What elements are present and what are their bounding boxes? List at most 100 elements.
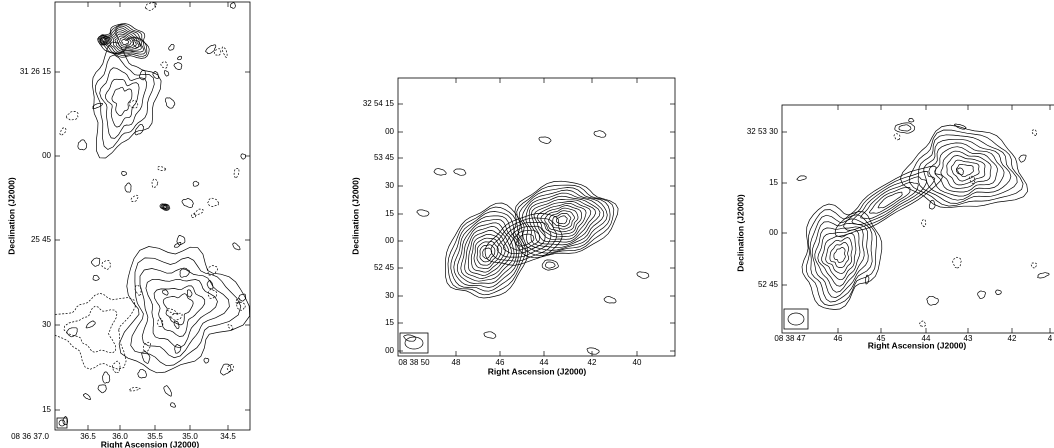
- contour: [927, 296, 939, 305]
- contour: [93, 275, 99, 280]
- contour: [895, 123, 915, 133]
- y-tick-label: 00: [769, 228, 778, 237]
- y-tick-label: 30: [42, 320, 51, 329]
- contour: [194, 209, 203, 215]
- x-axis-title: Right Ascension (J2000): [488, 366, 587, 376]
- contour: [122, 39, 129, 44]
- x-tick-label: 36.5: [80, 432, 96, 441]
- x-axis-title: Right Ascension (J2000): [868, 340, 967, 350]
- contour: [64, 306, 117, 353]
- contour-map: [797, 118, 1049, 326]
- contour: [818, 230, 860, 287]
- contour: [67, 111, 79, 120]
- contour: [163, 206, 166, 208]
- contour: [164, 386, 172, 397]
- contour: [1032, 130, 1037, 136]
- contour: [594, 131, 606, 138]
- contour: [158, 167, 166, 171]
- contour: [941, 151, 991, 188]
- contour: [135, 124, 144, 135]
- contour: [522, 190, 607, 250]
- contour: [947, 156, 985, 185]
- contour: [98, 385, 106, 393]
- x-tick-label: 08 38 50: [398, 358, 430, 367]
- contour: [102, 260, 111, 269]
- contour: [154, 286, 205, 337]
- x-tick-label: 48: [452, 358, 461, 367]
- contour: [539, 137, 551, 143]
- contour: [894, 134, 900, 140]
- contour: [922, 219, 926, 226]
- y-axis-title: Declination (J2000): [350, 177, 360, 255]
- frame: [55, 2, 250, 430]
- y-tick-label: 32 53 30: [747, 127, 779, 136]
- contour: [637, 272, 649, 278]
- x-tick-label: 34.5: [220, 432, 236, 441]
- contour: [131, 195, 138, 201]
- contour: [454, 169, 466, 175]
- y-tick-label: 00: [385, 346, 394, 355]
- contour: [545, 262, 555, 268]
- contour-map: [404, 131, 649, 355]
- y-tick-label: 53 45: [374, 153, 395, 162]
- contour: [918, 135, 1017, 204]
- frame: [782, 105, 1054, 333]
- y-tick-label: 32 54 15: [363, 99, 395, 108]
- contour: [953, 257, 962, 268]
- contour: [112, 361, 120, 373]
- contour: [234, 168, 239, 178]
- contour: [834, 247, 845, 262]
- contour: [112, 87, 132, 116]
- y-tick-label: 52 45: [374, 263, 395, 272]
- y-tick-label: 15: [42, 405, 51, 414]
- contour: [170, 403, 175, 408]
- contour: [835, 166, 942, 236]
- contour: [830, 243, 849, 268]
- x-tick-label: 4: [1048, 334, 1053, 343]
- contour: [192, 214, 196, 218]
- contour: [100, 68, 147, 139]
- contour: [920, 321, 926, 327]
- contour: [541, 206, 582, 235]
- contour: [1031, 263, 1037, 268]
- y-tick-label: 30: [385, 181, 394, 190]
- contour: [165, 98, 175, 108]
- contour-map: [43, 2, 250, 424]
- contour: [60, 128, 66, 135]
- contour: [233, 243, 240, 250]
- frame: [398, 78, 675, 356]
- contour: [177, 56, 181, 60]
- contour: [517, 185, 614, 255]
- contour: [230, 3, 235, 9]
- figure: 08 36 37.036.536.035.535.034.531 26 1500…: [0, 0, 1054, 448]
- y-tick-label: 52 45: [758, 280, 779, 289]
- contour: [534, 201, 591, 239]
- contour: [241, 154, 246, 159]
- contour: [461, 223, 514, 281]
- contour: [909, 118, 914, 122]
- contour: [86, 321, 95, 328]
- contour: [119, 247, 250, 373]
- contour: [935, 147, 998, 192]
- contour: [119, 38, 131, 47]
- contour: [434, 169, 446, 176]
- contour: [806, 210, 876, 306]
- contour: [125, 183, 131, 192]
- contour: [1038, 273, 1050, 278]
- y-axis-title: Declination (J2000): [735, 194, 745, 272]
- x-tick-label: 42: [588, 358, 597, 367]
- contour: [171, 313, 183, 320]
- contour: [163, 294, 193, 325]
- contour: [899, 125, 911, 131]
- contour: [208, 198, 219, 206]
- contour: [164, 71, 169, 77]
- y-tick-label: 15: [385, 318, 394, 327]
- contour: [152, 179, 158, 188]
- y-axis-title: Declination (J2000): [6, 177, 16, 255]
- y-tick-label: 31 26 15: [20, 67, 52, 76]
- contour: [193, 181, 199, 186]
- x-tick-label: 08 38 47: [774, 334, 806, 343]
- y-tick-label: 30: [385, 291, 394, 300]
- contour: [553, 213, 571, 226]
- contour: [161, 62, 168, 68]
